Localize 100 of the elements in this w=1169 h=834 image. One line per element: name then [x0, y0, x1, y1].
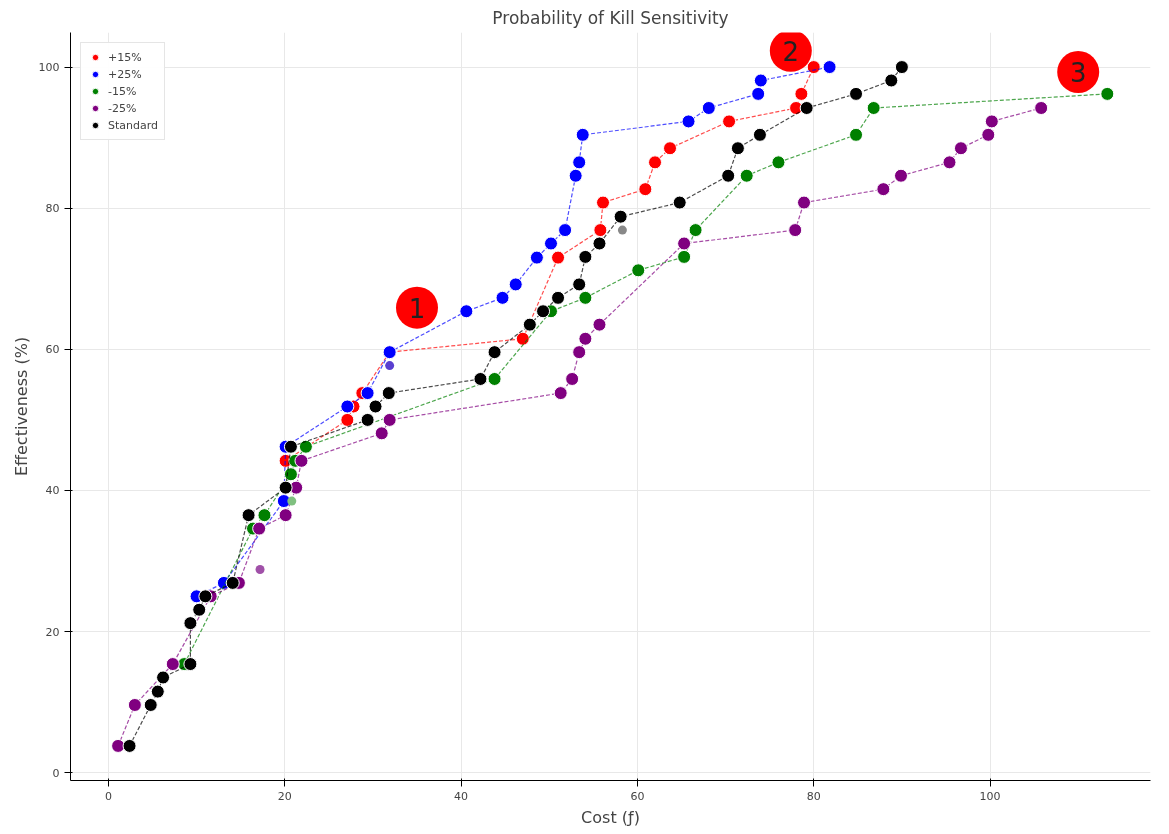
point — [638, 182, 653, 197]
point — [866, 101, 881, 115]
point — [278, 480, 293, 495]
point — [551, 250, 566, 265]
point — [677, 249, 692, 264]
point — [508, 277, 523, 292]
legend-label: +15% — [108, 50, 142, 64]
point — [849, 86, 864, 101]
legend-label: +25% — [108, 67, 142, 81]
point — [473, 371, 488, 386]
point — [806, 60, 821, 75]
x-tick-label: 20 — [277, 789, 292, 803]
point — [771, 155, 786, 170]
point — [572, 277, 587, 292]
point — [150, 684, 165, 699]
point — [529, 250, 544, 265]
point — [558, 223, 573, 238]
point — [617, 225, 627, 235]
point — [572, 155, 587, 170]
point — [797, 195, 812, 210]
point — [198, 589, 213, 604]
point — [298, 439, 313, 454]
point — [751, 86, 766, 101]
point — [368, 399, 383, 414]
point — [565, 371, 580, 386]
point — [578, 331, 593, 346]
point — [788, 223, 803, 238]
point — [681, 114, 696, 129]
legend-label: -25% — [108, 101, 137, 115]
point — [884, 73, 899, 88]
point — [522, 317, 537, 332]
point — [752, 127, 767, 142]
point — [592, 317, 607, 332]
point — [688, 223, 703, 238]
point — [721, 168, 736, 183]
point — [360, 412, 375, 427]
x-tick-label: 100 — [979, 789, 1001, 803]
point — [677, 236, 692, 251]
point — [536, 304, 551, 319]
point — [578, 290, 593, 305]
point — [822, 60, 837, 75]
point — [487, 345, 502, 360]
point — [340, 412, 355, 427]
y-axis-title: Effectiveness (%) — [11, 336, 31, 477]
point — [255, 565, 265, 574]
point — [596, 195, 611, 210]
point — [593, 223, 608, 238]
point — [894, 60, 909, 75]
point — [663, 141, 678, 156]
point — [799, 101, 814, 115]
point — [156, 670, 171, 685]
point — [953, 141, 968, 156]
point — [575, 127, 590, 142]
point — [459, 304, 474, 319]
point — [701, 101, 716, 115]
point — [287, 496, 297, 506]
point — [592, 236, 607, 251]
point — [252, 521, 267, 536]
point — [257, 508, 272, 523]
point — [981, 127, 996, 142]
y-tick-label: 40 — [45, 484, 60, 498]
point — [225, 575, 240, 590]
point — [127, 698, 142, 712]
point — [283, 467, 298, 482]
point — [241, 508, 256, 523]
point — [553, 386, 568, 401]
point — [613, 209, 628, 224]
y-tick-label: 0 — [52, 766, 60, 780]
point — [568, 168, 583, 183]
point — [294, 453, 309, 468]
point — [543, 236, 558, 251]
point — [876, 182, 891, 197]
point — [849, 127, 864, 142]
legend-label: Standard — [108, 118, 159, 132]
point — [984, 114, 999, 129]
x-tick-label: 60 — [630, 789, 645, 803]
legend-label: -15% — [108, 84, 137, 98]
point — [165, 657, 180, 672]
y-tick-label: 60 — [45, 343, 60, 357]
point — [374, 426, 389, 441]
y-tick-label: 80 — [45, 202, 60, 216]
point — [183, 616, 198, 631]
point — [340, 399, 355, 414]
point — [648, 155, 663, 170]
y-tick-label: 100 — [38, 61, 60, 75]
point — [739, 168, 754, 183]
point — [487, 371, 502, 386]
point — [730, 141, 745, 156]
point — [283, 439, 298, 454]
point — [753, 73, 768, 88]
x-tick-label: 40 — [454, 789, 469, 803]
x-tick-label: 80 — [806, 789, 821, 803]
point — [794, 86, 809, 101]
point — [722, 114, 737, 129]
point — [515, 331, 530, 346]
x-tick-label: 0 — [104, 789, 112, 803]
point — [278, 508, 293, 523]
point — [1100, 86, 1115, 101]
point — [551, 290, 566, 305]
point — [143, 698, 158, 712]
